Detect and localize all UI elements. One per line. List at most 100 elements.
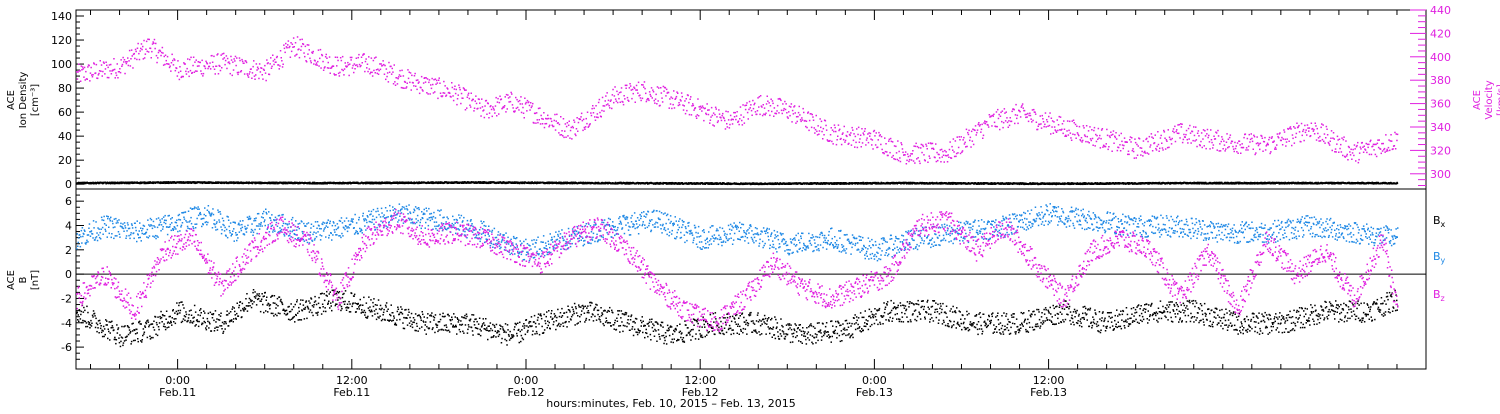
velocity-series-point [405, 82, 407, 84]
velocity-series-point [1185, 136, 1187, 138]
velocity-series-point [105, 62, 107, 64]
velocity-series-point [91, 74, 93, 76]
velocity-series-point [1183, 134, 1185, 136]
velocity-series-point [865, 144, 867, 146]
velocity-series-point [452, 87, 454, 89]
velocity-series-point [1270, 151, 1272, 153]
velocity-series-point [861, 128, 863, 130]
velocity-series-point [565, 137, 567, 139]
velocity-series-point [313, 63, 315, 65]
velocity-series-point [1216, 132, 1218, 134]
velocity-series-point [644, 88, 646, 90]
velocity-series-point [1182, 142, 1184, 144]
velocity-series-point [120, 72, 122, 74]
velocity-series-point [1057, 119, 1059, 121]
velocity-series-point [895, 159, 897, 161]
velocity-series-point [387, 72, 389, 74]
velocity-series-point [880, 134, 882, 136]
velocity-series-point [929, 155, 931, 157]
velocity-series-point [1068, 134, 1070, 136]
velocity-series-point [996, 111, 998, 113]
velocity-series-point [1126, 142, 1128, 144]
legend-entry-bz: Bz [1433, 288, 1445, 303]
velocity-series-point [984, 120, 986, 122]
velocity-series-point [1007, 122, 1009, 124]
velocity-series-point [602, 97, 604, 99]
velocity-series-point [768, 110, 770, 112]
velocity-series-point [258, 68, 260, 70]
velocity-series-point [413, 85, 415, 87]
velocity-series-point [554, 120, 556, 122]
velocity-series-point [698, 115, 700, 117]
velocity-series-point [147, 51, 149, 53]
velocity-series-point [1168, 147, 1170, 149]
velocity-series-point [1150, 144, 1152, 146]
velocity-series-point [326, 54, 328, 56]
velocity-series-point [917, 157, 919, 159]
velocity-series-point [475, 100, 477, 102]
velocity-series-point [1179, 137, 1181, 139]
velocity-series-point [1123, 145, 1125, 147]
velocity-series-point [140, 48, 142, 50]
velocity-series-point [964, 143, 966, 145]
velocity-series-point [314, 60, 316, 62]
velocity-series-point [1087, 141, 1089, 143]
velocity-series-point [1128, 154, 1130, 156]
velocity-series-point [309, 58, 311, 60]
velocity-series-point [831, 141, 833, 143]
velocity-series-point [245, 60, 247, 62]
velocity-series-point [431, 88, 433, 90]
velocity-series-point [260, 71, 262, 73]
velocity-series-point [207, 68, 209, 70]
velocity-series-point [1241, 147, 1243, 149]
velocity-series-point [734, 116, 736, 118]
velocity-series-point [1250, 139, 1252, 141]
velocity-series-point [443, 92, 445, 94]
velocity-series-point [859, 142, 861, 144]
velocity-series-point [976, 132, 978, 134]
velocity-series-point [851, 127, 853, 128]
velocity-series-point [567, 135, 569, 137]
velocity-series-point [1109, 137, 1111, 139]
velocity-series-point [374, 57, 376, 59]
velocity-series-point [312, 52, 314, 54]
velocity-series-point [598, 102, 600, 104]
velocity-series-point [936, 161, 938, 163]
velocity-series-point [651, 87, 653, 89]
velocity-series-point [1083, 127, 1085, 129]
velocity-series-point [428, 82, 430, 84]
velocity-series-point [1251, 133, 1253, 135]
velocity-series-point [1277, 133, 1279, 135]
velocity-series-point [904, 154, 906, 156]
legend-entry-bx: Bx [1433, 214, 1446, 229]
velocity-series-point [780, 100, 782, 102]
velocity-series-point [1264, 141, 1266, 143]
velocity-series-point [1196, 146, 1198, 148]
bottom-y-tick-label: -6 [61, 341, 72, 354]
velocity-series-point [369, 73, 371, 75]
velocity-series-point [1326, 129, 1328, 131]
velocity-series-point [258, 78, 260, 80]
velocity-series-point [117, 63, 119, 64]
velocity-series-point [940, 161, 942, 163]
velocity-series-point [466, 107, 468, 109]
velocity-series-point [456, 89, 458, 91]
velocity-series-point [1115, 132, 1117, 134]
velocity-series-point [289, 46, 291, 48]
velocity-series-point [77, 71, 79, 73]
velocity-series-point [772, 100, 774, 102]
velocity-series-point [178, 72, 180, 74]
velocity-series-point [1146, 138, 1148, 140]
velocity-series-point [237, 74, 239, 76]
velocity-series-point [492, 116, 494, 118]
velocity-series-point [486, 114, 488, 116]
velocity-series-point [151, 51, 153, 53]
velocity-series-point [800, 121, 802, 123]
velocity-series-point [216, 66, 218, 68]
velocity-series-point [900, 142, 902, 144]
velocity-series-point [1243, 137, 1245, 139]
velocity-series-point [1295, 137, 1297, 139]
velocity-series-point [982, 138, 984, 140]
velocity-series-point [1226, 133, 1228, 135]
